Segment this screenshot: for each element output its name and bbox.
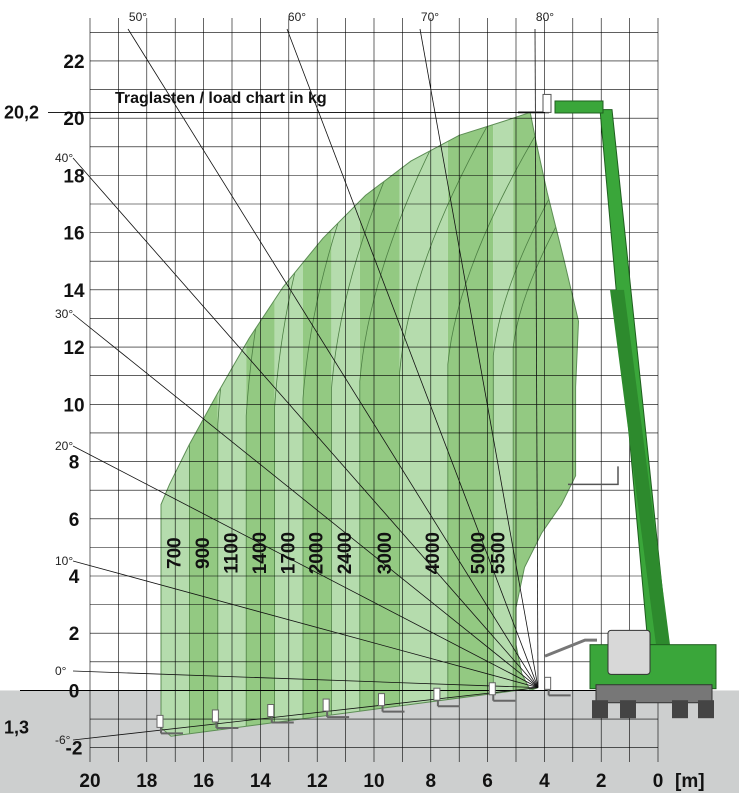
x-tick-6: 8 xyxy=(426,771,437,792)
operator-cab xyxy=(608,630,650,674)
fork-carriage xyxy=(157,715,163,727)
outrigger-pad xyxy=(672,700,688,718)
y-tick-7: 8 xyxy=(69,453,80,474)
angle-label-5: 30° xyxy=(55,307,73,321)
y-tick-10: 2 xyxy=(69,624,80,645)
capacity-band xyxy=(400,0,448,793)
capacity-label-7: 3000 xyxy=(375,532,396,574)
y-tick-11: 0 xyxy=(69,681,80,702)
angle-label-6: 20° xyxy=(55,439,73,453)
angle-label-2: 60° xyxy=(288,10,306,24)
x-tick-9: 2 xyxy=(596,771,607,792)
y-tick-2: 18 xyxy=(63,166,84,187)
y-tick-4: 14 xyxy=(63,281,85,302)
x-tick-4: 12 xyxy=(307,771,328,792)
outrigger-pad xyxy=(698,700,714,718)
capacity-label-8: 4000 xyxy=(423,532,444,574)
x-tick-2: 16 xyxy=(193,771,214,792)
capacity-label-10: 5500 xyxy=(488,532,509,574)
fork-carriage xyxy=(323,699,329,711)
capacity-band xyxy=(448,0,493,793)
top-carriage xyxy=(543,94,551,112)
fork-carriage xyxy=(212,710,218,722)
x-tick-1: 18 xyxy=(136,771,157,792)
x-axis-unit: [m] xyxy=(675,771,705,792)
chart-title: Traglasten / load chart in kg xyxy=(115,90,327,107)
capacity-label-5: 2000 xyxy=(307,532,328,574)
extra-height-label-0: 20,2 xyxy=(4,102,39,122)
stowed-attachment xyxy=(545,640,597,656)
capacity-label-4: 1700 xyxy=(278,532,299,574)
y-tick-5: 12 xyxy=(63,338,84,359)
y-tick-12: -2 xyxy=(66,739,83,760)
x-tick-5: 10 xyxy=(363,771,384,792)
y-tick-8: 6 xyxy=(69,510,80,531)
capacity-label-2: 1100 xyxy=(222,532,243,573)
x-tick-7: 6 xyxy=(482,771,493,792)
fork-carriage xyxy=(434,688,440,700)
x-tick-3: 14 xyxy=(250,771,272,792)
capacity-label-1: 900 xyxy=(193,537,214,569)
fork-carriage xyxy=(268,705,274,717)
extra-height-label-1: 1,3 xyxy=(4,718,29,738)
y-tick-3: 16 xyxy=(63,224,84,245)
y-tick-6: 10 xyxy=(63,395,84,416)
capacity-label-6: 2400 xyxy=(335,532,356,574)
fork-carriage xyxy=(489,683,495,695)
outrigger-pad xyxy=(592,700,608,718)
undercarriage xyxy=(596,685,712,703)
angle-label-0: 80° xyxy=(536,10,554,24)
fork-carriage xyxy=(545,677,551,689)
y-tick-9: 4 xyxy=(69,567,80,588)
fork-carriage xyxy=(379,694,385,706)
angle-label-3: 50° xyxy=(129,10,147,24)
angle-label-4: 40° xyxy=(55,151,73,165)
x-tick-8: 4 xyxy=(539,771,550,792)
x-tick-10: 0 xyxy=(653,771,664,792)
y-tick-0: 22 xyxy=(63,52,84,73)
capacity-label-3: 1400 xyxy=(250,532,271,574)
boom-base xyxy=(610,290,670,645)
capacity-label-9: 5000 xyxy=(469,532,490,574)
capacity-band xyxy=(360,0,400,793)
x-tick-0: 20 xyxy=(79,771,100,792)
angle-label-1: 70° xyxy=(421,10,439,24)
capacity-label-0: 700 xyxy=(165,537,186,569)
outrigger-pad xyxy=(620,700,636,718)
angle-label-7: 10° xyxy=(55,554,73,568)
boom-head xyxy=(555,101,603,113)
angle-label-8: 0° xyxy=(55,664,67,678)
